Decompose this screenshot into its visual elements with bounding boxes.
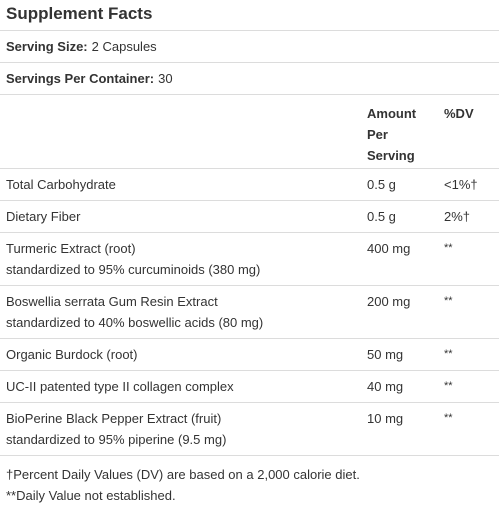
ingredient-standardization: standardized to 95% piperine (9.5 mg) [6, 432, 227, 447]
footnote-not-established: **Daily Value not established. [6, 488, 176, 503]
ingredient-name-line: Organic Burdock (root) [6, 347, 138, 362]
nutrient-name-line: Total Carbohydrate [6, 177, 116, 192]
ingredient-row-uc-ii: UC-II patented type II collagen complex … [0, 371, 499, 403]
nutrient-name: Dietary Fiber [6, 206, 361, 227]
ingredient-name: Turmeric Extract (root) standardized to … [6, 238, 361, 280]
amount-header-line: Amount [367, 106, 417, 121]
panel-title: Supplement Facts [6, 4, 153, 23]
ingredient-name-line: UC-II patented type II collagen complex [6, 379, 234, 394]
nutrient-name: Total Carbohydrate [6, 174, 361, 195]
ingredient-name: BioPerine Black Pepper Extract (fruit) s… [6, 408, 361, 450]
ingredient-row-boswellia: Boswellia serrata Gum Resin Extract stan… [0, 286, 499, 339]
servings-per-container-row: Servings Per Container: 30 [0, 63, 499, 95]
ingredient-standardization: standardized to 40% boswellic acids (80 … [6, 315, 264, 330]
column-header-row: Amount Per Serving %DV [0, 95, 499, 169]
nutrient-row-dietary-fiber: Dietary Fiber 0.5 g 2%† [0, 201, 499, 233]
daily-value-header: %DV [444, 106, 474, 121]
ingredient-amount: 10 mg [367, 411, 404, 426]
serving-size-label: Serving Size: [6, 39, 88, 54]
ingredient-name: Boswellia serrata Gum Resin Extract stan… [6, 291, 361, 333]
nutrient-amount: 0.5 g [367, 177, 396, 192]
footnote-daily-value-basis: †Percent Daily Values (DV) are based on … [6, 467, 360, 482]
footnotes: †Percent Daily Values (DV) are based on … [0, 456, 499, 506]
serving-size-value: 2 Capsules [91, 39, 157, 54]
ingredient-amount: 40 mg [367, 379, 404, 394]
ingredient-name-line: Boswellia serrata Gum Resin Extract [6, 294, 218, 309]
amount-header-line: Per [367, 127, 388, 142]
amount-header-line: Serving [367, 148, 415, 163]
nutrient-name-line: Dietary Fiber [6, 209, 81, 224]
amount-per-serving-header: Amount Per Serving [367, 103, 437, 166]
nutrient-dv: 2%† [444, 209, 471, 224]
ingredient-row-bioperine: BioPerine Black Pepper Extract (fruit) s… [0, 403, 499, 456]
serving-size-row: Serving Size: 2 Capsules [0, 31, 499, 63]
ingredient-dv: ** [444, 295, 453, 307]
ingredient-name: Organic Burdock (root) [6, 344, 361, 365]
ingredient-amount: 200 mg [367, 294, 411, 309]
ingredient-amount: 50 mg [367, 347, 404, 362]
ingredient-dv: ** [444, 242, 453, 254]
ingredient-dv: ** [444, 412, 453, 424]
ingredient-row-turmeric: Turmeric Extract (root) standardized to … [0, 233, 499, 286]
nutrient-row-total-carbohydrate: Total Carbohydrate 0.5 g <1%† [0, 169, 499, 201]
servings-per-container-value: 30 [158, 71, 173, 86]
ingredient-dv: ** [444, 380, 453, 392]
ingredient-amount: 400 mg [367, 241, 411, 256]
ingredient-name: UC-II patented type II collagen complex [6, 376, 361, 397]
servings-per-container-label: Servings Per Container: [6, 71, 155, 86]
title-row: Supplement Facts [0, 0, 499, 31]
ingredient-standardization: standardized to 95% curcuminoids (380 mg… [6, 262, 261, 277]
ingredient-name-line: Turmeric Extract (root) [6, 241, 136, 256]
ingredient-row-burdock: Organic Burdock (root) 50 mg ** [0, 339, 499, 371]
ingredient-dv: ** [444, 348, 453, 360]
nutrient-dv: <1%† [444, 177, 478, 192]
ingredient-name-line: BioPerine Black Pepper Extract (fruit) [6, 411, 222, 426]
nutrient-amount: 0.5 g [367, 209, 396, 224]
